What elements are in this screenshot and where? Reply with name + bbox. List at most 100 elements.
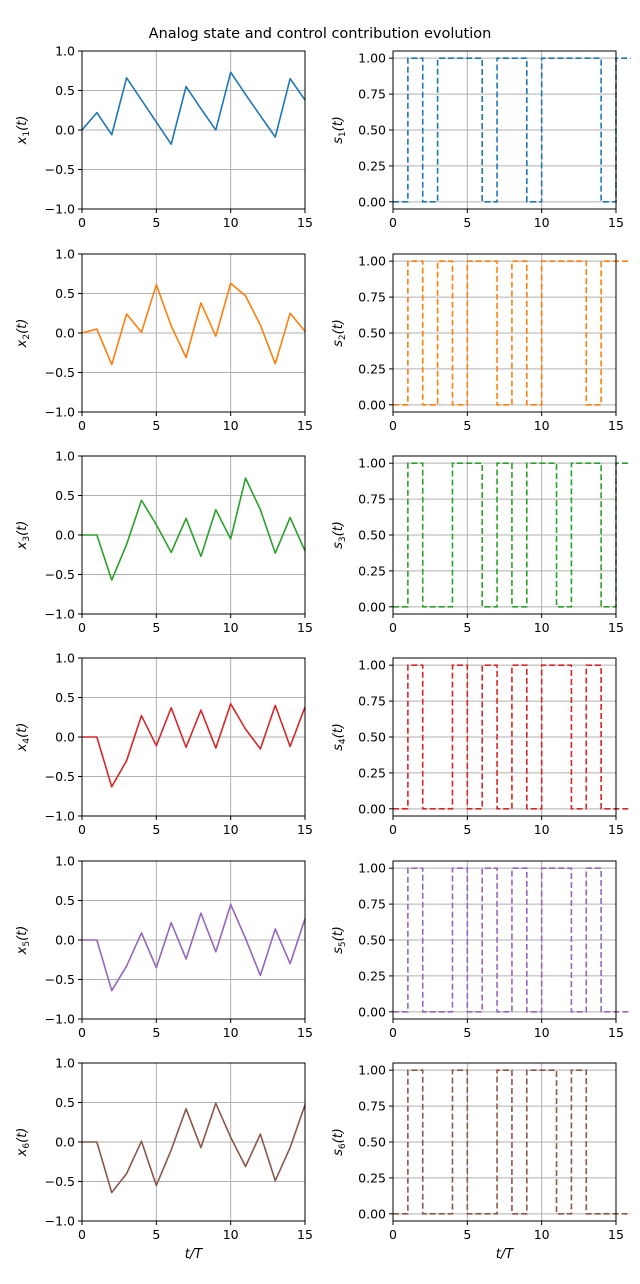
xtick-label-x3: 5 bbox=[152, 620, 160, 635]
ytick-label-x1: 0.0 bbox=[55, 123, 75, 138]
ytick-label-s6: 1.00 bbox=[358, 1063, 386, 1078]
ylabel-main-x2: x bbox=[15, 339, 30, 348]
ytick-label-s3: 0.25 bbox=[358, 563, 386, 578]
ylabel-s5: s5(t) bbox=[331, 926, 348, 954]
xtick-label-s2: 10 bbox=[534, 418, 550, 433]
series-line-x4 bbox=[82, 703, 306, 788]
xtick-label-s2: 0 bbox=[389, 418, 397, 433]
ylabel-tail-x1: (t) bbox=[15, 116, 30, 131]
ytick-label-x2: 1.0 bbox=[55, 247, 75, 262]
ytick-label-s1: 0.50 bbox=[358, 123, 386, 138]
ylabel-sub-x3: 3 bbox=[22, 536, 32, 542]
ylabel-s3: s3(t) bbox=[331, 521, 348, 549]
xtick-label-x2: 10 bbox=[223, 418, 239, 433]
xtick-label-s6: 5 bbox=[463, 1227, 471, 1242]
ytick-label-s5: 0.50 bbox=[358, 933, 386, 948]
xtick-label-x6: 5 bbox=[152, 1227, 160, 1242]
ytick-label-s1: 1.00 bbox=[358, 51, 386, 66]
ylabel-sub-x6: 6 bbox=[22, 1143, 32, 1149]
xtick-label-x1: 0 bbox=[78, 215, 86, 230]
ytick-label-x3: 0.0 bbox=[55, 528, 75, 543]
series-line-x3 bbox=[82, 477, 306, 581]
ytick-label-x1: 0.5 bbox=[55, 83, 75, 98]
xtick-label-s1: 5 bbox=[463, 215, 471, 230]
ytick-label-x4: 1.0 bbox=[55, 651, 75, 666]
ylabel-main-s5: s bbox=[331, 947, 346, 954]
ylabel-s1: s1(t) bbox=[331, 116, 348, 144]
xtick-label-s2: 15 bbox=[608, 418, 624, 433]
ytick-label-s4: 0.25 bbox=[358, 765, 386, 780]
ytick-label-x1: 1.0 bbox=[55, 44, 75, 59]
ytick-label-x1: −0.5 bbox=[45, 162, 75, 177]
xtick-label-x2: 0 bbox=[78, 418, 86, 433]
xtick-label-x2: 5 bbox=[152, 418, 160, 433]
ytick-label-x1: −1.0 bbox=[45, 202, 75, 217]
ytick-label-s6: 0.75 bbox=[358, 1099, 386, 1114]
panel-x6: 0 5 10 15 −1.0 −0.5 0.0 0.5 1.0 x6(t) t/T bbox=[15, 1056, 313, 1263]
ytick-label-x3: −1.0 bbox=[45, 607, 75, 622]
ylabel-s4: s4(t) bbox=[331, 723, 348, 751]
ytick-label-x2: 0.5 bbox=[55, 286, 75, 301]
xtick-label-s4: 15 bbox=[608, 822, 624, 837]
xtick-label-s5: 15 bbox=[608, 1025, 624, 1040]
ytick-label-x5: 1.0 bbox=[55, 854, 75, 869]
series-step-s3 bbox=[393, 462, 631, 608]
ylabel-tail-x6: (t) bbox=[15, 1128, 30, 1143]
panel-s1: 0 5 10 15 0.00 0.25 0.50 0.75 1.00 s1(t) bbox=[331, 50, 631, 230]
series-step-s2 bbox=[393, 260, 631, 406]
ylabel-tail-s2: (t) bbox=[331, 319, 346, 334]
ytick-label-s1: 0.00 bbox=[358, 194, 386, 209]
ylabel-tail-x5: (t) bbox=[15, 926, 30, 941]
ytick-label-x3: 0.5 bbox=[55, 488, 75, 503]
xtick-label-x6: 10 bbox=[223, 1227, 239, 1242]
xtick-label-x5: 10 bbox=[223, 1025, 239, 1040]
ytick-label-x2: −1.0 bbox=[45, 405, 75, 420]
ylabel-x2: x2(t) bbox=[15, 319, 32, 349]
xtick-label-x3: 15 bbox=[297, 620, 313, 635]
xtick-label-s6: 0 bbox=[389, 1227, 397, 1242]
ytick-label-s1: 0.25 bbox=[358, 158, 386, 173]
ylabel-main-s1: s bbox=[331, 137, 346, 144]
ylabel-sub-s2: 2 bbox=[338, 334, 348, 340]
xtick-label-x4: 10 bbox=[223, 822, 239, 837]
ylabel-sub-s4: 4 bbox=[338, 738, 348, 744]
series-step-s6 bbox=[393, 1069, 631, 1215]
ytick-label-x4: −1.0 bbox=[45, 809, 75, 824]
panel-s3: 0 5 10 15 0.00 0.25 0.50 0.75 1.00 s3(t) bbox=[331, 455, 631, 635]
panel-s6: 0 5 10 15 0.00 0.25 0.50 0.75 1.00 s6(t) t/T bbox=[331, 1062, 631, 1262]
xlabel-x6: t/T bbox=[185, 1247, 203, 1262]
xtick-label-x1: 5 bbox=[152, 215, 160, 230]
xtick-label-s3: 5 bbox=[463, 620, 471, 635]
ylabel-main-s2: s bbox=[331, 340, 346, 347]
ylabel-main-x5: x bbox=[15, 946, 30, 955]
panel-s2: 0 5 10 15 0.00 0.25 0.50 0.75 1.00 s2(t) bbox=[331, 253, 631, 433]
ytick-label-x5: 0.0 bbox=[55, 933, 75, 948]
xtick-label-s1: 10 bbox=[534, 215, 550, 230]
ylabel-main-s4: s bbox=[331, 744, 346, 751]
ylabel-sub-s3: 3 bbox=[338, 536, 348, 542]
series-step-s1 bbox=[393, 57, 631, 203]
ytick-label-s3: 0.50 bbox=[358, 528, 386, 543]
ytick-label-s4: 0.50 bbox=[358, 730, 386, 745]
xtick-label-x4: 0 bbox=[78, 822, 86, 837]
xtick-label-x2: 15 bbox=[297, 418, 313, 433]
ylabel-tail-s4: (t) bbox=[331, 723, 346, 738]
ylabel-sub-x2: 2 bbox=[22, 334, 32, 340]
ylabel-main-s3: s bbox=[331, 542, 346, 549]
ylabel-tail-s1: (t) bbox=[331, 116, 346, 131]
ytick-label-s1: 0.75 bbox=[358, 87, 386, 102]
ytick-label-x4: 0.0 bbox=[55, 730, 75, 745]
ylabel-sub-x1: 1 bbox=[22, 131, 32, 137]
panel-x1: 0 5 10 15 −1.0 −0.5 0.0 0.5 1.0 x1(t) bbox=[15, 44, 313, 231]
ylabel-sub-s5: 5 bbox=[338, 941, 348, 947]
ytick-label-x4: −0.5 bbox=[45, 769, 75, 784]
ytick-label-s6: 0.00 bbox=[358, 1206, 386, 1221]
ylabel-tail-s5: (t) bbox=[331, 926, 346, 941]
ytick-label-s6: 0.50 bbox=[358, 1135, 386, 1150]
xtick-label-x5: 15 bbox=[297, 1025, 313, 1040]
panel-x5: 0 5 10 15−1.0−0.50.00.51.0x5(t) bbox=[15, 854, 313, 1041]
ylabel-tail-x2: (t) bbox=[15, 319, 30, 334]
ytick-label-s4: 0.00 bbox=[358, 801, 386, 816]
